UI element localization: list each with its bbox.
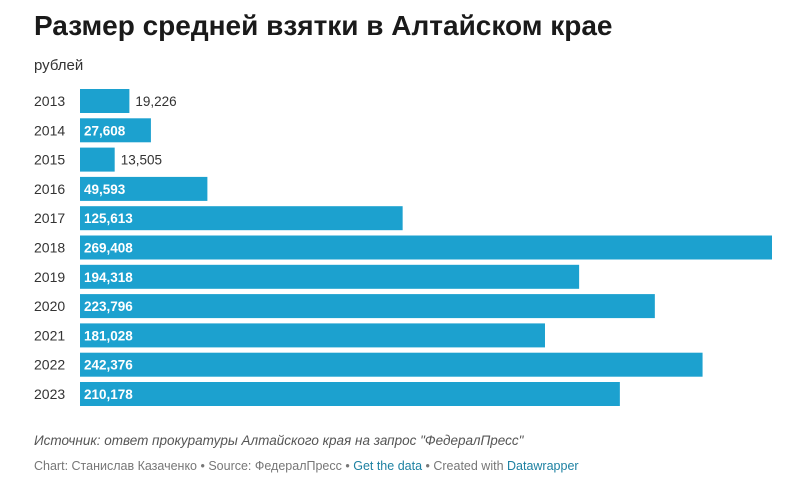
value-label: 242,376 bbox=[84, 358, 133, 373]
category-label: 2014 bbox=[34, 122, 65, 138]
category-label: 2022 bbox=[34, 357, 65, 373]
category-label: 2021 bbox=[34, 327, 65, 343]
value-label: 13,505 bbox=[121, 153, 162, 168]
bar bbox=[80, 206, 403, 231]
value-label: 194,318 bbox=[84, 270, 133, 285]
value-label: 19,226 bbox=[135, 94, 176, 109]
value-label: 269,408 bbox=[84, 241, 133, 256]
bar bbox=[80, 235, 772, 260]
bar bbox=[80, 89, 130, 113]
category-label: 2019 bbox=[34, 269, 65, 285]
value-label: 223,796 bbox=[84, 299, 133, 314]
value-label: 210,178 bbox=[84, 387, 133, 402]
bar bbox=[80, 264, 580, 289]
category-label: 2016 bbox=[34, 181, 65, 197]
bar bbox=[80, 382, 620, 406]
get-the-data-link[interactable]: Get the data bbox=[353, 459, 423, 473]
bar bbox=[80, 176, 208, 201]
credits-line: Chart: Станислав Казаченко • Source: Фед… bbox=[34, 459, 579, 473]
bar bbox=[80, 294, 655, 319]
category-label: 2013 bbox=[34, 93, 65, 109]
chart-title: Размер средней взятки в Алтайском крае bbox=[34, 10, 613, 41]
category-label: 2020 bbox=[34, 298, 65, 314]
category-label: 2015 bbox=[34, 152, 65, 168]
bar bbox=[80, 147, 115, 172]
value-label: 125,613 bbox=[84, 211, 133, 226]
bar bbox=[80, 352, 703, 377]
category-label: 2018 bbox=[34, 240, 65, 256]
value-label: 49,593 bbox=[84, 182, 126, 197]
bar bbox=[80, 323, 545, 348]
value-label: 27,608 bbox=[84, 123, 126, 138]
category-label: 2017 bbox=[34, 210, 65, 226]
value-label: 181,028 bbox=[84, 328, 133, 343]
category-label: 2023 bbox=[34, 386, 65, 402]
chart-subtitle: рублей bbox=[34, 57, 84, 74]
source-note: Источник: ответ прокуратуры Алтайского к… bbox=[34, 433, 524, 448]
datawrapper-link[interactable]: Datawrapper bbox=[507, 459, 579, 473]
bar bbox=[80, 118, 151, 143]
credits-middle: • Created with bbox=[422, 459, 507, 473]
credits-prefix: Chart: Станислав Казаченко • Source: Фед… bbox=[34, 459, 354, 473]
